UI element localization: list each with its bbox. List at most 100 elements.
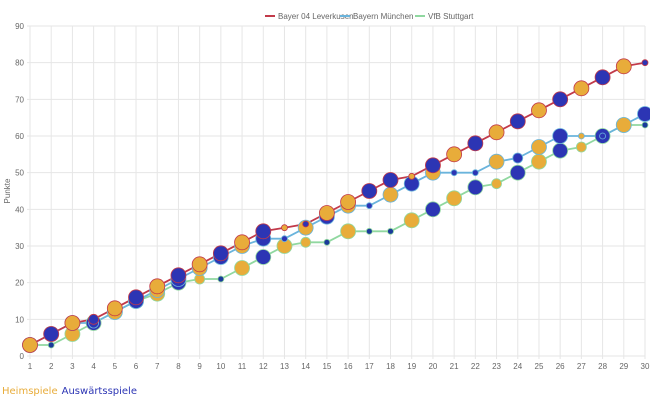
y-tick-label: 80	[15, 59, 24, 68]
x-tick-label: 14	[301, 362, 310, 371]
legend-label: Bayern München	[353, 12, 413, 21]
data-point	[641, 121, 649, 129]
data-point	[599, 132, 606, 140]
data-point	[531, 102, 547, 119]
data-point	[637, 106, 650, 122]
data-point	[446, 190, 463, 207]
x-tick-label: 5	[113, 362, 118, 371]
data-point	[47, 341, 55, 349]
data-point	[318, 205, 335, 221]
data-point	[446, 146, 463, 163]
data-point	[615, 58, 632, 75]
data-point	[552, 128, 569, 144]
data-point	[382, 186, 399, 203]
data-point	[425, 157, 441, 174]
x-tick-label: 8	[176, 362, 181, 371]
data-point	[488, 124, 505, 141]
data-point	[323, 238, 331, 246]
x-tick-label: 3	[70, 362, 75, 371]
data-point	[403, 212, 420, 229]
data-point	[302, 220, 310, 228]
data-point	[361, 183, 378, 199]
x-tick-label: 2	[49, 362, 54, 371]
x-tick-label: 7	[155, 362, 160, 371]
data-point	[512, 152, 524, 164]
data-point	[255, 249, 272, 265]
data-point	[641, 59, 649, 67]
y-tick-label: 50	[15, 169, 24, 178]
series-line	[29, 61, 646, 346]
y-tick-label: 20	[15, 279, 24, 288]
y-axis-label: Punkte	[3, 178, 12, 203]
data-point	[577, 132, 585, 140]
data-point	[531, 153, 547, 170]
data-point	[408, 172, 416, 180]
x-tick-label: 6	[134, 362, 139, 371]
x-tick-label: 19	[407, 362, 416, 371]
data-point	[217, 275, 225, 283]
data-point	[128, 289, 144, 306]
data-point	[281, 235, 288, 243]
data-point	[365, 227, 373, 235]
x-tick-label: 26	[556, 362, 565, 371]
y-tick-label: 60	[15, 132, 24, 141]
data-point	[234, 234, 250, 251]
data-point	[488, 153, 505, 170]
x-tick-label: 15	[322, 362, 331, 371]
footer-legend: Heimspiele Auswärtsspiele	[2, 386, 141, 397]
data-point	[552, 91, 569, 108]
legend-label: Bayer 04 Leverkusen	[278, 12, 354, 21]
y-tick-label: 30	[15, 242, 24, 251]
data-point	[575, 141, 587, 153]
home-games-label: Heimspiele	[2, 386, 58, 397]
x-tick-label: 10	[216, 362, 225, 371]
x-tick-label: 11	[238, 362, 247, 371]
x-tick-label: 12	[259, 362, 268, 371]
data-point	[573, 80, 590, 97]
away-games-label: Auswärtsspiele	[61, 386, 137, 397]
y-tick-label: 40	[15, 205, 24, 214]
x-tick-label: 25	[535, 362, 544, 371]
data-point	[255, 223, 272, 240]
data-point	[22, 337, 38, 353]
data-point	[594, 69, 611, 86]
data-point	[281, 224, 288, 232]
data-point	[149, 278, 166, 295]
data-point	[212, 245, 229, 262]
x-tick-label: 22	[471, 362, 480, 371]
x-tick-label: 21	[450, 362, 459, 371]
data-point	[531, 139, 547, 155]
data-point	[509, 113, 526, 130]
data-point	[450, 169, 458, 177]
data-point	[234, 260, 250, 276]
x-tick-label: 4	[91, 362, 96, 371]
data-point	[170, 267, 187, 284]
x-tick-label: 16	[344, 362, 353, 371]
x-tick-label: 30	[641, 362, 650, 371]
y-tick-label: 0	[20, 352, 25, 361]
x-tick-label: 20	[428, 362, 437, 371]
data-point	[300, 236, 312, 248]
x-tick-label: 24	[513, 362, 522, 371]
data-point	[64, 315, 81, 331]
x-tick-label: 9	[197, 362, 202, 371]
data-point	[387, 227, 394, 235]
x-tick-label: 29	[619, 362, 628, 371]
y-tick-label: 90	[15, 22, 24, 31]
data-point	[467, 135, 484, 152]
data-point	[43, 326, 60, 342]
data-point	[106, 300, 123, 317]
data-point	[471, 169, 479, 177]
x-tick-label: 13	[280, 362, 289, 371]
data-point	[425, 201, 441, 218]
x-tick-label: 27	[577, 362, 586, 371]
data-point	[491, 178, 502, 190]
x-tick-label: 28	[598, 362, 607, 371]
x-tick-label: 17	[365, 362, 374, 371]
data-point	[467, 179, 484, 196]
data-point	[552, 142, 569, 159]
data-point	[340, 223, 357, 240]
data-point	[191, 256, 208, 273]
data-point	[297, 219, 314, 236]
